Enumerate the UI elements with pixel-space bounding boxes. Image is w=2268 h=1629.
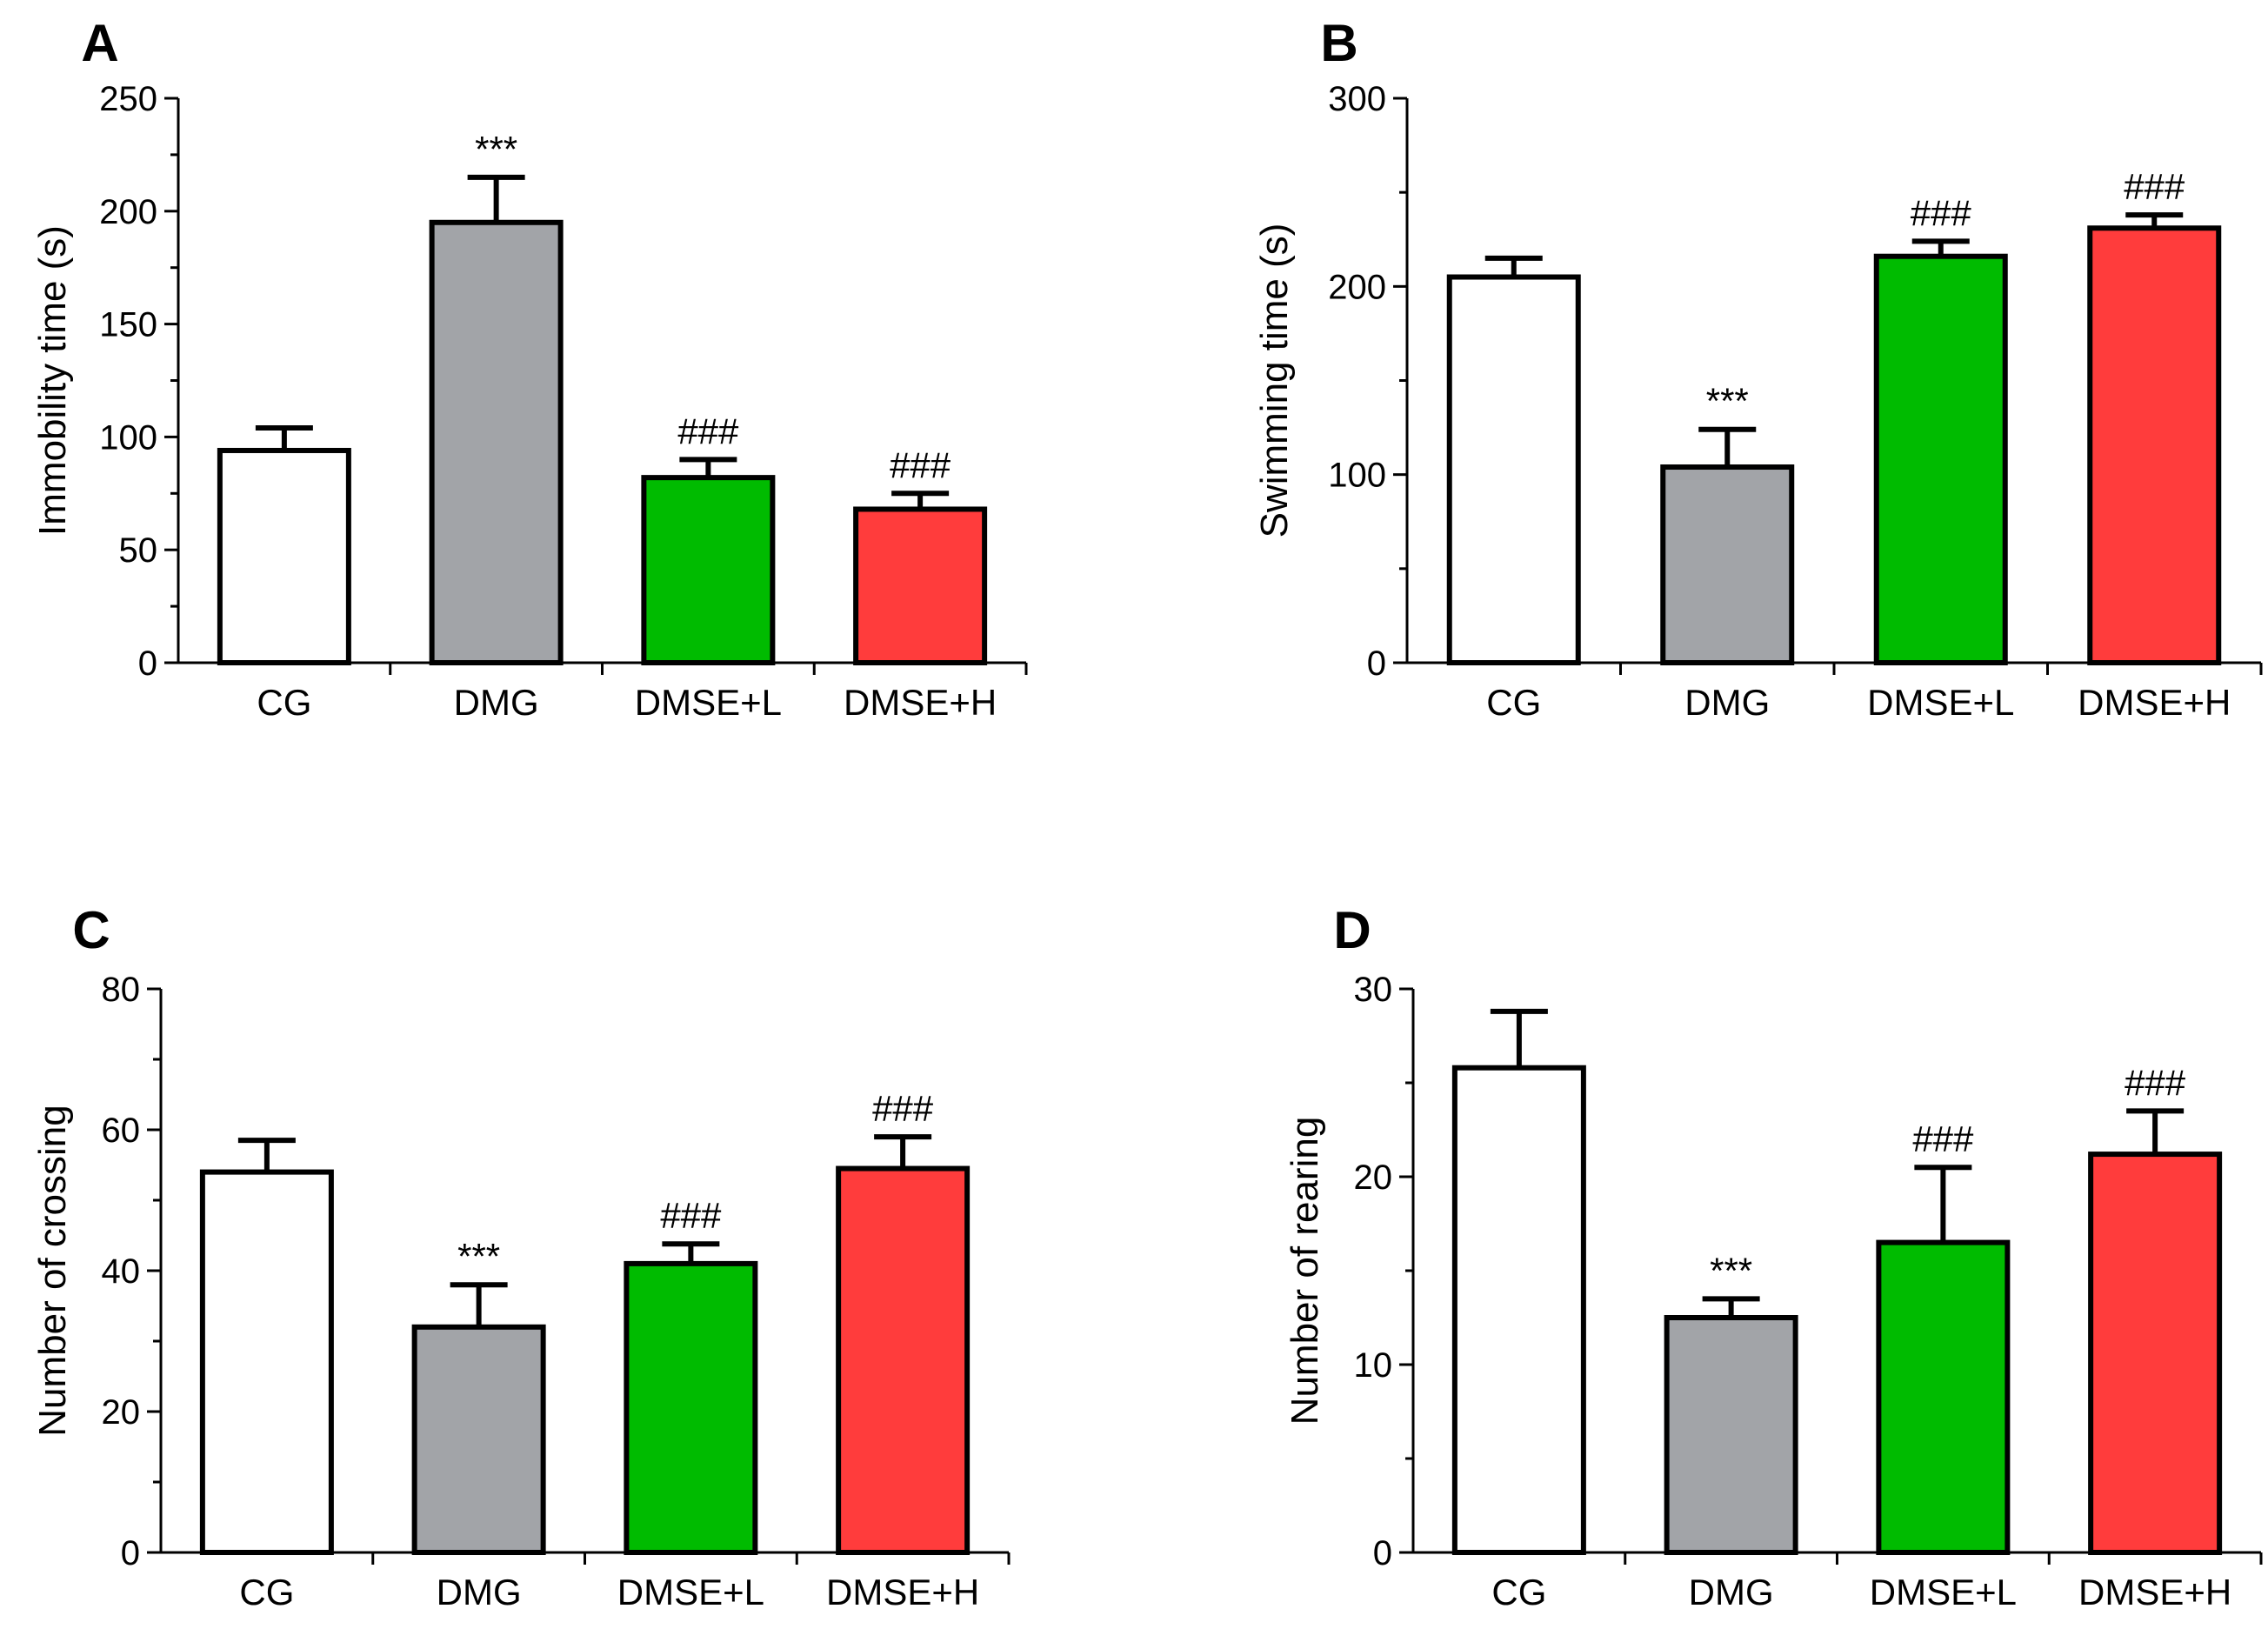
x-tick-label: CG <box>1491 1572 1546 1612</box>
significance-label: ### <box>1912 1118 1974 1159</box>
significance-label: *** <box>457 1236 500 1277</box>
panel-b: B Swimming time (s) CG *** DMG ### DMSE+L ### DM… <box>1253 14 2263 723</box>
panel-letter: A <box>81 14 118 72</box>
y-tick-label: 20 <box>102 1393 141 1432</box>
bar-cg <box>1451 1065 1586 1555</box>
y-tick-label: 20 <box>1354 1158 1393 1197</box>
x-tick-label: DMSE+H <box>2078 1572 2231 1612</box>
panel-a: A Immobility time (s) CG *** DMG ### DMSE+L ###… <box>31 14 1028 723</box>
y-tick-label: 30 <box>1354 971 1393 1009</box>
y-axis-title: Swimming time (s) <box>1253 224 1296 538</box>
significance-label: ### <box>890 444 951 485</box>
y-axis-title: Immobility time (s) <box>31 225 74 536</box>
y-tick-label: 60 <box>102 1112 141 1150</box>
bar-dmse-l <box>641 475 776 665</box>
x-tick-label: CG <box>1486 682 1541 723</box>
y-tick-label: 100 <box>1328 457 1386 495</box>
significance-label: ### <box>2124 166 2185 207</box>
bar-dmg <box>411 1324 546 1556</box>
panel-letter: D <box>1333 901 1371 959</box>
y-tick-label: 50 <box>119 531 158 570</box>
bar-dmg <box>429 219 564 665</box>
y-tick-label: 40 <box>102 1252 141 1291</box>
x-tick-label: DMSE+L <box>1870 1572 2017 1612</box>
bar-dmse-h <box>2087 225 2222 665</box>
bar-dmse-l <box>1873 253 2008 665</box>
significance-label: *** <box>1706 381 1749 422</box>
y-tick-label: 200 <box>99 193 157 231</box>
bar-dmg <box>1664 1315 1798 1555</box>
bar-cg <box>217 447 351 666</box>
panel-c: C Number of crossing CG *** DMG ### DMSE+L ### D… <box>31 901 1011 1612</box>
bar-dmse-h <box>2088 1152 2223 1555</box>
bar-dmse-l <box>624 1260 758 1556</box>
x-tick-label: DMG <box>454 682 539 723</box>
x-tick-label: DMSE+H <box>2078 682 2231 723</box>
x-tick-label: DMG <box>1684 682 1770 723</box>
significance-label: ### <box>872 1088 934 1129</box>
panel-d: D Number of rearing CG *** DMG ### DMSE+L ### DM… <box>1284 901 2263 1612</box>
panel-letter: C <box>72 901 110 959</box>
significance-label: ### <box>677 411 739 451</box>
panel-letter: B <box>1320 14 1357 72</box>
significance-label: *** <box>475 129 517 170</box>
bar-dmse-l <box>1876 1239 2011 1555</box>
y-tick-label: 80 <box>102 971 141 1009</box>
significance-label: ### <box>2125 1062 2186 1103</box>
x-tick-label: DMSE+L <box>617 1572 764 1612</box>
y-tick-label: 300 <box>1328 80 1386 118</box>
x-tick-label: CG <box>257 682 311 723</box>
bar-cg <box>1446 274 1581 665</box>
y-axis-title: Number of crossing <box>31 1105 74 1436</box>
y-tick-label: 200 <box>1328 268 1386 306</box>
y-tick-label: 0 <box>121 1534 140 1572</box>
x-tick-label: DMSE+L <box>1867 682 2014 723</box>
x-tick-label: DMG <box>437 1572 522 1612</box>
y-tick-label: 0 <box>1367 644 1386 683</box>
x-tick-label: DMSE+L <box>635 682 782 723</box>
y-tick-label: 10 <box>1354 1346 1393 1385</box>
y-tick-label: 150 <box>99 306 157 344</box>
significance-label: ### <box>660 1195 722 1236</box>
y-tick-label: 100 <box>99 418 157 457</box>
y-tick-label: 0 <box>138 644 157 683</box>
x-tick-label: DMSE+H <box>826 1572 979 1612</box>
bar-dmse-h <box>853 506 988 665</box>
y-tick-label: 250 <box>99 80 157 118</box>
bar-dmg <box>1660 464 1795 665</box>
significance-label: *** <box>1710 1250 1752 1291</box>
bar-dmse-h <box>836 1165 971 1556</box>
significance-label: ### <box>1911 192 1972 233</box>
y-tick-label: 0 <box>1373 1534 1392 1572</box>
bar-cg <box>199 1169 334 1555</box>
x-tick-label: DMSE+H <box>844 682 997 723</box>
y-axis-title: Number of rearing <box>1284 1117 1326 1425</box>
x-tick-label: DMG <box>1689 1572 1774 1612</box>
x-tick-label: CG <box>239 1572 294 1612</box>
